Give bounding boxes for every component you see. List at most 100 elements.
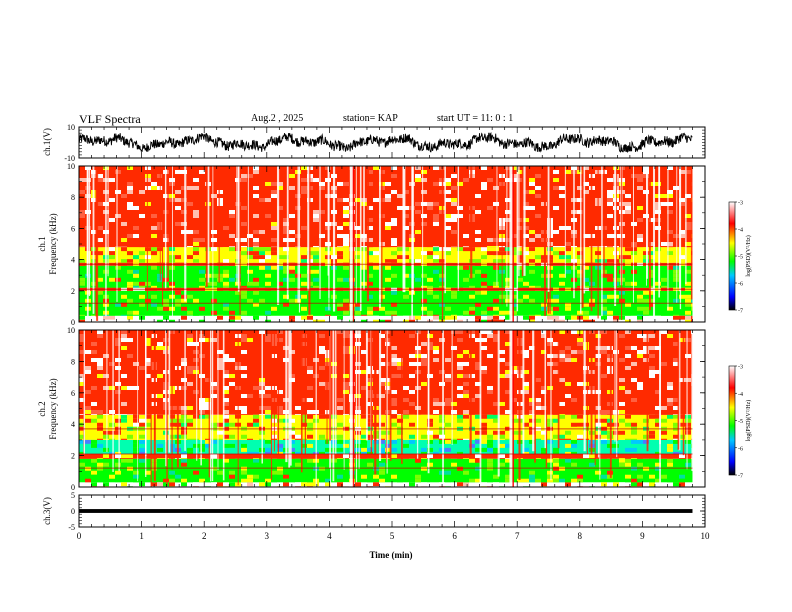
ch1-spectrogram-cell — [253, 202, 259, 206]
ch2-spectrogram-cell — [631, 434, 637, 439]
ch2-spectrogram-cell — [199, 358, 205, 362]
ch1-spectrogram-cell — [121, 206, 127, 210]
ch2-spectrogram-cell — [619, 362, 625, 366]
ch1-spectrogram-cell — [637, 298, 643, 303]
ch1-spectrogram-cell — [427, 206, 433, 210]
ch2-spectrogram-cell — [355, 398, 361, 402]
ch2-spectrogram-cell — [337, 447, 343, 452]
ch1-spectrogram-cell — [163, 314, 169, 316]
ch1-spectrogram-cell — [301, 294, 307, 299]
ch2-spectrogram-cell — [475, 366, 481, 370]
ch1-spectrogram-cell — [541, 214, 547, 218]
ch2-spectrogram-cell — [355, 474, 361, 479]
ch2-spectrogram-cell — [499, 350, 505, 354]
ch2-spectrogram-cell — [421, 434, 427, 439]
ch1-spectrogram-cell — [139, 315, 145, 320]
ch2-spectrogram-cell — [445, 390, 451, 394]
ch2-spectrogram-cell — [265, 474, 271, 479]
ch1-spectrogram-cell — [211, 269, 217, 274]
ch1-spectrogram-cell — [565, 246, 571, 248]
ch2-spectrogram-cell — [385, 338, 391, 342]
ch1-spectrogram-cell — [187, 210, 193, 214]
ch2-spectrogram-cell — [229, 434, 235, 439]
ch1-spectrogram-cell — [511, 170, 517, 174]
ch2-spectrogram-cell — [577, 370, 583, 374]
ch1-spectrogram-cell — [637, 246, 643, 248]
ch1-spectrogram-cell — [127, 259, 133, 263]
ch2-spectrogram-cell — [343, 443, 349, 448]
ch1-spectrogram-cell — [607, 310, 613, 315]
ch1-spectrogram-cell — [427, 170, 433, 174]
ch2-spectrogram-cell — [577, 338, 583, 342]
ch2-spectrogram-cell — [667, 447, 673, 452]
ch1-spectrogram-cell — [211, 310, 217, 315]
ch1-spectrogram-cell — [247, 210, 253, 214]
ch1-spectrogram-cell — [145, 170, 151, 174]
ch1-spectrogram-cell — [109, 285, 115, 288]
ch2-spectrogram-cell — [511, 382, 517, 386]
ch2-spectrogram-cell — [601, 470, 607, 475]
ch2-spectrogram-cell — [667, 439, 673, 444]
ch2-spectrogram-cell — [499, 478, 505, 483]
ch1-spectrogram-cell — [529, 306, 535, 311]
ch2-spectrogram-cell — [271, 470, 277, 475]
ch2-spectrogram-cell — [241, 330, 247, 334]
ch2-spectrogram-cell — [481, 482, 487, 487]
ch2-spectrogram-cell — [289, 398, 295, 402]
ch1-spectrogram-cell — [319, 202, 325, 206]
ch2-spectrogram-cell — [685, 454, 691, 459]
ch1-spectrogram-cell — [661, 302, 667, 307]
ch2-spectrogram-cell — [439, 358, 445, 362]
ch1-spectrogram-cell — [259, 265, 265, 270]
ch2-spectrogram-cell — [451, 454, 457, 459]
ch2-spectrogram-cell — [439, 346, 445, 350]
ch1-spectrogram-cell — [193, 290, 199, 295]
ch1-spectrogram-cell — [355, 281, 361, 286]
ch2-spectrogram-cell — [571, 338, 577, 342]
ch1-spectrogram-cell — [223, 294, 229, 299]
ch2-spectrogram-cell — [343, 462, 349, 467]
ch1-spectrogram-cell — [403, 290, 409, 295]
ch2-spectrogram-cell — [145, 439, 151, 444]
ch2-spectrogram-cell — [685, 422, 691, 427]
ch1-spectrogram-cell — [355, 306, 361, 311]
ch1-spectrogram-cell — [301, 302, 307, 307]
ch2-spectrogram-cell — [439, 470, 445, 475]
ch1-spectrogram-cell — [421, 222, 427, 226]
ch1-spectrogram-cell — [211, 247, 217, 252]
ch2-spectrogram-cell — [463, 430, 469, 435]
ch2-spectrogram-cell — [631, 350, 637, 354]
ch1-spectrogram-cell — [241, 222, 247, 226]
ch2-spectrogram-cell — [523, 390, 529, 394]
ch2-spectrogram-cell — [97, 474, 103, 479]
ch2-spectrogram-cell — [307, 386, 313, 390]
ch1-spectrogram-cell — [181, 269, 187, 274]
ch1-spectrogram-cell — [193, 298, 199, 303]
ch2-spectrogram-cell — [85, 458, 91, 459]
ch2-spectrogram-cell — [265, 354, 271, 358]
ch1-spectrogram-cell — [103, 319, 109, 322]
ch1-spectrogram-cell — [421, 277, 427, 282]
ch2-spectrogram-cell — [655, 414, 661, 419]
ch1-spectrogram-cell — [229, 246, 235, 248]
ch2-spectrogram-cell — [403, 398, 409, 402]
ch2-spectrogram-cell — [511, 394, 517, 398]
ch2-spectrogram-cell — [535, 362, 541, 366]
ch1-spectrogram-cell — [433, 315, 439, 320]
ch2-spectrogram-cell — [391, 394, 397, 398]
ch2-spectrogram-cell — [391, 398, 397, 402]
ch1-spectrogram-cell — [163, 298, 169, 303]
ch1-spectrogram-cell — [367, 198, 373, 202]
ch2-spectrogram-cell — [379, 466, 385, 471]
ch1-spectrogram-cell — [565, 182, 571, 186]
ch1-spectrogram-cell — [577, 238, 583, 242]
ch2-spectrogram-cell — [325, 470, 331, 475]
ch1-spectrogram-cell — [427, 242, 433, 246]
ch1-spectrogram-cell — [427, 319, 433, 322]
ch2-spectrogram-cell — [499, 390, 505, 394]
ch1-spectrogram-cell — [367, 273, 373, 278]
ch2-spectrogram-cell — [655, 370, 661, 374]
ch1-spectrogram-cell — [115, 170, 121, 174]
ch1-spectrogram-cell — [685, 242, 691, 246]
ch2-spectrogram-cell — [337, 378, 343, 382]
